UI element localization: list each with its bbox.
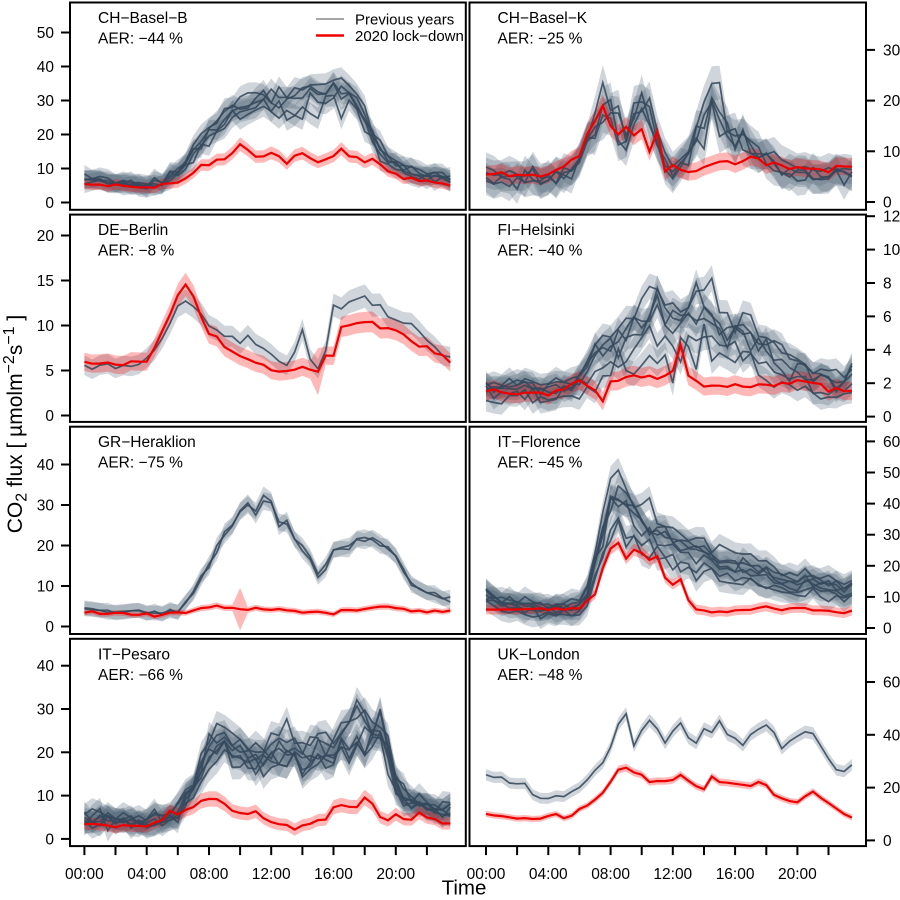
svg-text:20: 20	[883, 558, 900, 575]
svg-text:IT−Pesaro: IT−Pesaro	[98, 646, 170, 663]
svg-text:16:00: 16:00	[314, 866, 353, 883]
svg-text:Time: Time	[442, 877, 487, 900]
svg-text:Previous years: Previous years	[355, 12, 454, 29]
svg-text:50: 50	[37, 25, 55, 42]
svg-text:30: 30	[37, 702, 55, 719]
svg-text:40: 40	[37, 658, 55, 675]
svg-text:FI−Helsinki: FI−Helsinki	[498, 222, 575, 239]
svg-text:AER: −44 %: AER: −44 %	[98, 31, 183, 48]
svg-text:10: 10	[883, 242, 900, 259]
svg-text:40: 40	[37, 59, 55, 76]
svg-text:AER: −75 %: AER: −75 %	[98, 455, 183, 472]
svg-text:AER: −45 %: AER: −45 %	[498, 455, 583, 472]
svg-text:IT−Florence: IT−Florence	[498, 434, 581, 451]
svg-text:0: 0	[883, 621, 892, 638]
svg-text:10: 10	[37, 318, 55, 335]
svg-text:00:00: 00:00	[467, 866, 506, 883]
svg-text:20: 20	[883, 93, 900, 110]
svg-text:20: 20	[37, 127, 55, 144]
svg-text:12:00: 12:00	[653, 866, 692, 883]
svg-text:0: 0	[45, 619, 54, 636]
svg-text:20:00: 20:00	[376, 866, 415, 883]
svg-text:30: 30	[37, 93, 55, 110]
svg-text:0: 0	[45, 408, 54, 425]
svg-text:60: 60	[883, 675, 900, 692]
svg-text:8: 8	[883, 276, 892, 293]
svg-text:0: 0	[883, 195, 892, 212]
svg-text:20: 20	[37, 745, 55, 762]
svg-text:30: 30	[37, 498, 55, 515]
svg-text:DE−Berlin: DE−Berlin	[98, 222, 168, 239]
svg-text:0: 0	[883, 833, 892, 850]
svg-text:10: 10	[37, 788, 55, 805]
svg-text:20:00: 20:00	[778, 866, 817, 883]
svg-text:20: 20	[37, 228, 55, 245]
svg-text:20: 20	[883, 780, 900, 797]
svg-text:15: 15	[37, 273, 54, 290]
svg-text:CH−Basel−K: CH−Basel−K	[498, 10, 588, 27]
svg-text:10: 10	[883, 144, 900, 161]
svg-text:10: 10	[883, 589, 900, 606]
svg-text:10: 10	[37, 579, 55, 596]
svg-text:4: 4	[883, 342, 892, 359]
svg-text:AER: −66 %: AER: −66 %	[98, 667, 183, 684]
svg-text:04:00: 04:00	[529, 866, 568, 883]
svg-text:6: 6	[883, 309, 892, 326]
svg-text:0: 0	[883, 409, 892, 426]
svg-text:AER: −8 %: AER: −8 %	[98, 243, 174, 260]
svg-text:AER: −25 %: AER: −25 %	[498, 31, 583, 48]
svg-text:0: 0	[45, 831, 54, 848]
svg-text:20: 20	[37, 538, 55, 555]
svg-text:08:00: 08:00	[190, 866, 229, 883]
svg-text:60: 60	[883, 434, 900, 451]
svg-text:40: 40	[883, 727, 900, 744]
svg-text:30: 30	[883, 42, 900, 59]
svg-text:12:00: 12:00	[252, 866, 291, 883]
svg-text:40: 40	[37, 457, 55, 474]
svg-text:50: 50	[883, 465, 900, 482]
svg-text:04:00: 04:00	[127, 866, 166, 883]
svg-text:5: 5	[45, 363, 54, 380]
svg-text:40: 40	[883, 496, 900, 513]
svg-text:0: 0	[45, 195, 54, 212]
svg-text:UK−London: UK−London	[498, 646, 580, 663]
svg-text:2020 lock−down: 2020 lock−down	[355, 28, 464, 45]
svg-text:AER: −48 %: AER: −48 %	[498, 667, 583, 684]
svg-text:GR−Heraklion: GR−Heraklion	[98, 434, 196, 451]
svg-text:00:00: 00:00	[65, 866, 104, 883]
svg-text:2: 2	[883, 376, 892, 393]
svg-text:30: 30	[883, 527, 900, 544]
svg-text:16:00: 16:00	[716, 866, 755, 883]
svg-text:10: 10	[37, 161, 55, 178]
svg-text:12: 12	[883, 209, 900, 226]
svg-text:08:00: 08:00	[591, 866, 630, 883]
svg-text:CH−Basel−B: CH−Basel−B	[98, 10, 188, 27]
svg-text:AER: −40 %: AER: −40 %	[498, 243, 583, 260]
